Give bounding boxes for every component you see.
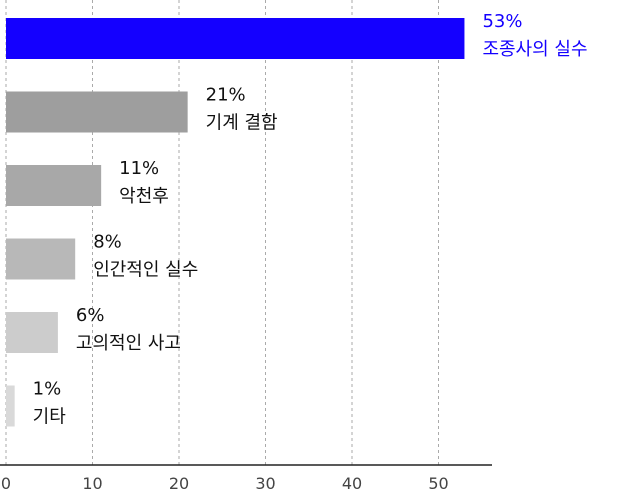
bar-value-label-2: 11%	[119, 158, 159, 179]
x-tick-label-30: 30	[255, 474, 275, 493]
bar-category-label-4: 고의적인 사고	[76, 333, 181, 354]
bar-1	[6, 91, 188, 133]
bar-5	[6, 385, 15, 427]
bar-value-label-4: 6%	[76, 305, 105, 326]
x-axis-ticks: 0 10 20 30 40 50	[1, 474, 449, 493]
bar-2	[6, 165, 102, 206]
x-tick-label-40: 40	[342, 474, 362, 493]
x-tick-label-50: 50	[428, 474, 448, 493]
bar-category-label-2: 악천후	[119, 186, 169, 207]
bar-value-label-0: 53%	[482, 11, 522, 32]
bar-4	[6, 312, 58, 353]
bar-category-label-3: 인간적인 실수	[93, 260, 198, 281]
bar-value-label-1: 21%	[206, 85, 246, 106]
bar-3	[6, 238, 76, 280]
x-tick-label-10: 10	[82, 474, 102, 493]
bar-0	[6, 18, 465, 59]
x-tick-label-20: 20	[169, 474, 189, 493]
bar-labels: 53% 조종사의 실수 21% 기계 결함 11% 악천후 8% 인간적인 실수 6% 고의적인 …	[33, 11, 588, 428]
x-tick-label-0: 0	[1, 474, 11, 493]
bar-value-label-3: 8%	[93, 232, 122, 253]
bar-category-label-1: 기계 결함	[206, 113, 278, 134]
bar-value-label-5: 1%	[33, 379, 62, 400]
bar-category-label-0: 조종사의 실수	[482, 39, 587, 60]
bars	[6, 18, 465, 427]
grid-lines	[5, 0, 439, 465]
bar-category-label-5: 기타	[33, 407, 67, 428]
